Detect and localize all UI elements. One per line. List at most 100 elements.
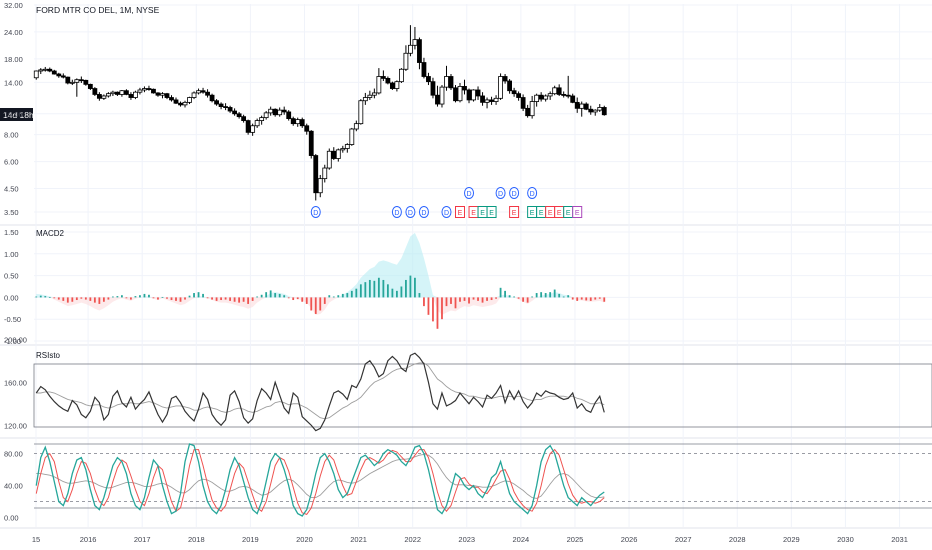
- macd-histogram-bar: [211, 297, 213, 300]
- candle-body: [205, 91, 210, 96]
- macd-histogram-bar: [571, 297, 574, 300]
- macd-histogram-bar: [206, 297, 209, 299]
- dividend-marker-label: D: [313, 210, 318, 217]
- candle-body: [299, 119, 305, 127]
- candle-body: [286, 111, 292, 119]
- macd-histogram-bar: [188, 295, 191, 298]
- earnings-marker-label: E: [548, 210, 553, 217]
- candle-body: [146, 88, 152, 90]
- time-tick-label: 2020: [296, 535, 313, 544]
- macd-histogram-bar: [368, 279, 371, 298]
- candle-body: [78, 79, 84, 82]
- candle-body: [538, 94, 544, 100]
- candle-body: [389, 82, 395, 89]
- dividend-marker: [418, 206, 429, 218]
- macd-histogram-bar: [116, 296, 119, 298]
- candle-body: [484, 99, 490, 103]
- countdown-badge-bg: [0, 108, 33, 121]
- macd-histogram-bar: [98, 297, 101, 304]
- candle-body: [462, 86, 467, 91]
- macd-histogram-bar: [202, 293, 204, 298]
- macd-histogram-bar: [436, 297, 439, 329]
- candle-body: [371, 92, 377, 96]
- macd-histogram-bar: [481, 297, 484, 303]
- price-pane: 14d 18h FORD MTR CO DEL, 1M, NYSE 32.00 2…: [0, 1, 607, 218]
- macd-histogram-bar: [373, 280, 376, 298]
- candle-body: [133, 91, 138, 98]
- candle-body: [349, 128, 355, 145]
- candle-body: [272, 108, 278, 116]
- earnings-marker: [486, 206, 497, 218]
- macd-histogram-bar: [531, 296, 534, 298]
- candle-body: [507, 80, 512, 92]
- macd-histogram-bar: [405, 279, 407, 298]
- candle-body: [87, 83, 93, 89]
- macd-histogram-bar: [66, 297, 69, 303]
- macd-histogram-bar: [391, 288, 394, 298]
- grid-lines: [0, 4, 932, 527]
- earnings-marker: [572, 206, 583, 218]
- candle-body: [290, 118, 296, 125]
- macd-histogram-bar: [477, 297, 479, 301]
- dividend-marker-label: D: [530, 191, 535, 198]
- candle-body: [362, 97, 368, 102]
- macd-histogram-bar: [62, 297, 65, 301]
- macd-histogram-bar: [89, 297, 92, 301]
- earnings-marker-label: E: [539, 210, 544, 217]
- candle-body: [475, 89, 481, 97]
- macd-histogram-bar: [75, 297, 78, 301]
- candle-body: [556, 87, 562, 95]
- candle-body: [322, 167, 328, 180]
- candle-body: [367, 94, 373, 98]
- macd-histogram-bar: [337, 295, 340, 298]
- macd-histogram-bar: [427, 297, 430, 315]
- candle-body: [223, 106, 228, 109]
- symbol-title: FORD MTR CO DEL, 1M, NYSE: [36, 5, 160, 15]
- candle-body: [426, 76, 431, 83]
- macd-histogram-bar: [499, 287, 502, 298]
- candle-body: [417, 39, 422, 63]
- earnings-marker-label: E: [480, 210, 485, 217]
- macd-histogram-bar: [535, 293, 538, 298]
- candle-body: [110, 91, 116, 95]
- candle-body: [101, 95, 107, 99]
- macd-histogram-bar: [332, 296, 335, 298]
- candle-body: [448, 76, 454, 89]
- macd-histogram-bar: [423, 297, 425, 307]
- candle-body: [128, 94, 134, 98]
- candle-body: [268, 108, 274, 114]
- candle-body: [241, 116, 247, 121]
- macd-histogram-bar: [445, 297, 448, 307]
- stoch-slow-line: [36, 453, 605, 499]
- macd-histogram-bar: [558, 293, 561, 298]
- macd-histogram-bar: [549, 292, 552, 298]
- rsi-tick-label: 120.00: [4, 421, 27, 430]
- macd-histogram-bar: [71, 297, 74, 302]
- candle-body: [444, 76, 449, 88]
- macd-histogram-bar: [395, 290, 398, 298]
- candle-body: [164, 93, 170, 98]
- candle-body: [227, 107, 233, 112]
- macd-histogram-bar: [166, 297, 168, 299]
- time-tick-label: 2018: [188, 535, 205, 544]
- macd-histogram-bar: [350, 290, 353, 298]
- candle-body: [169, 97, 174, 101]
- macd-histogram-bar: [468, 297, 470, 304]
- candle-body: [344, 144, 350, 149]
- macd-histogram-bar: [265, 292, 268, 298]
- time-axis: 15 2016 2017 2018 2019 2020 2021 2022 2023 2024 20…: [0, 527, 932, 544]
- macd-histogram-bar: [328, 295, 331, 298]
- macd-histogram-bar: [93, 297, 96, 303]
- macd-histogram-bar: [341, 293, 344, 298]
- macd-histogram-bar: [594, 297, 597, 300]
- macd-title: MACD2: [36, 229, 65, 238]
- macd-histogram-bar: [193, 293, 195, 298]
- dividend-marker: [527, 187, 538, 199]
- macd-histogram-bar: [486, 297, 488, 301]
- macd-tick-label: 1.00: [4, 250, 19, 259]
- macd-histogram-bar: [508, 295, 511, 298]
- macd-histogram-bar: [179, 297, 182, 302]
- earnings-marker-label: E: [471, 210, 476, 217]
- earnings-marker-label: E: [575, 210, 580, 217]
- candle-body: [317, 178, 323, 194]
